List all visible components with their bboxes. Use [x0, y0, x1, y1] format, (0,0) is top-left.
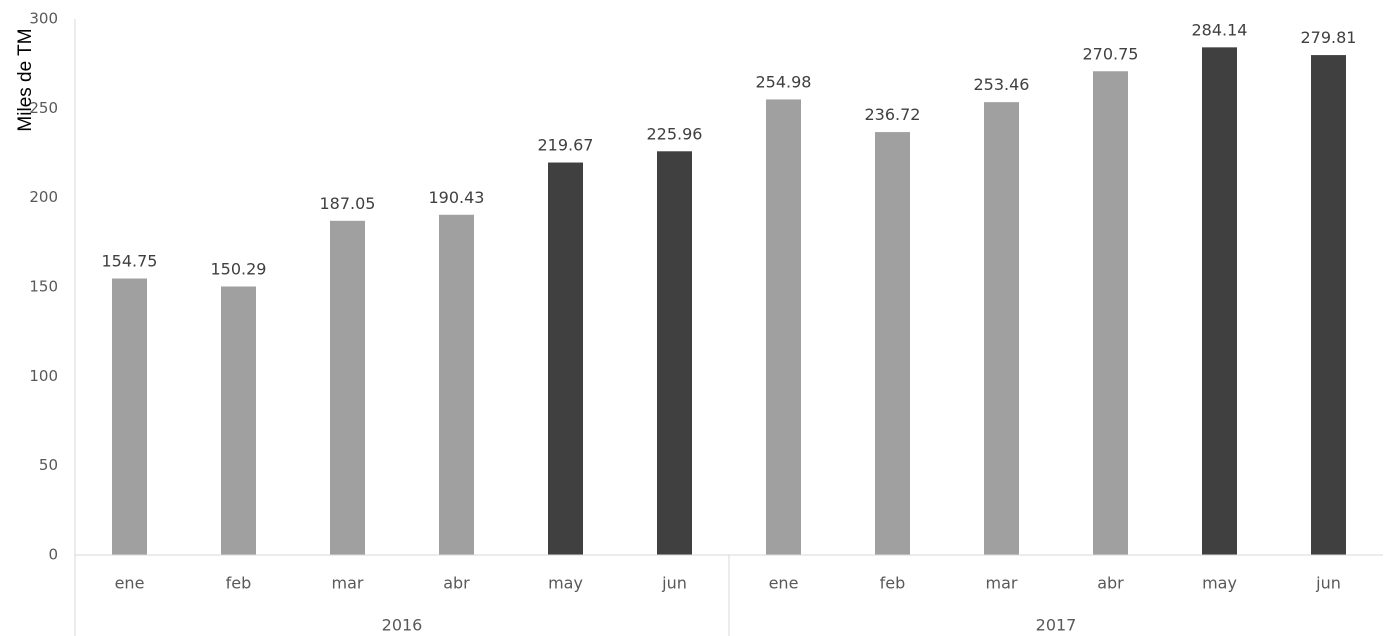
bar [1311, 55, 1346, 555]
bar [112, 278, 147, 555]
category-label: mar [332, 574, 364, 593]
bar [875, 132, 910, 555]
y-axis-label: Miles de TM [15, 28, 36, 131]
data-label: 150.29 [211, 259, 267, 278]
x-axis-labels: 2016 2017 ene feb mar abr may jun ene feb mar abr ma… [115, 574, 1341, 635]
y-tick-label: 100 [29, 367, 58, 385]
bar [439, 214, 474, 555]
y-tick-label: 0 [48, 546, 58, 564]
data-label: 236.72 [865, 105, 921, 124]
data-label: 254.98 [756, 72, 812, 91]
bar [984, 102, 1019, 556]
bar [221, 286, 256, 555]
category-label: feb [226, 574, 252, 593]
data-label: 187.05 [320, 194, 376, 213]
bar [766, 99, 801, 555]
bar [1093, 71, 1128, 555]
category-label: mar [986, 574, 1018, 593]
bar [1202, 47, 1237, 555]
y-axis-ticks: 0 50 100 150 200 250 300 [29, 10, 58, 564]
axes [74, 19, 1383, 636]
data-label: 219.67 [538, 136, 594, 155]
category-label: ene [115, 574, 145, 593]
bar [657, 151, 692, 556]
bar [548, 162, 583, 555]
category-label: may [1202, 574, 1237, 593]
group-label: 2016 [382, 616, 423, 635]
category-label: jun [1315, 574, 1341, 593]
bars: 154.75 150.29 187.05 190.43 219.67 225.96 254.… [102, 20, 1357, 556]
y-tick-label: 150 [29, 278, 58, 296]
category-label: jun [661, 574, 687, 593]
data-label: 225.96 [647, 124, 703, 143]
data-label: 190.43 [429, 188, 485, 207]
data-label: 253.46 [974, 75, 1030, 94]
category-label: abr [1097, 574, 1124, 593]
bar [330, 220, 365, 555]
y-tick-label: 200 [29, 188, 58, 206]
category-label: ene [769, 574, 799, 593]
category-label: may [548, 574, 583, 593]
group-label: 2017 [1036, 616, 1077, 635]
y-tick-label: 250 [29, 99, 58, 117]
data-label: 154.75 [102, 252, 158, 271]
y-tick-label: 50 [39, 456, 58, 474]
data-label: 279.81 [1301, 28, 1357, 47]
category-label: abr [443, 574, 470, 593]
y-tick-label: 300 [29, 10, 58, 28]
category-label: feb [880, 574, 906, 593]
data-label: 270.75 [1083, 44, 1139, 63]
data-label: 284.14 [1192, 20, 1248, 39]
